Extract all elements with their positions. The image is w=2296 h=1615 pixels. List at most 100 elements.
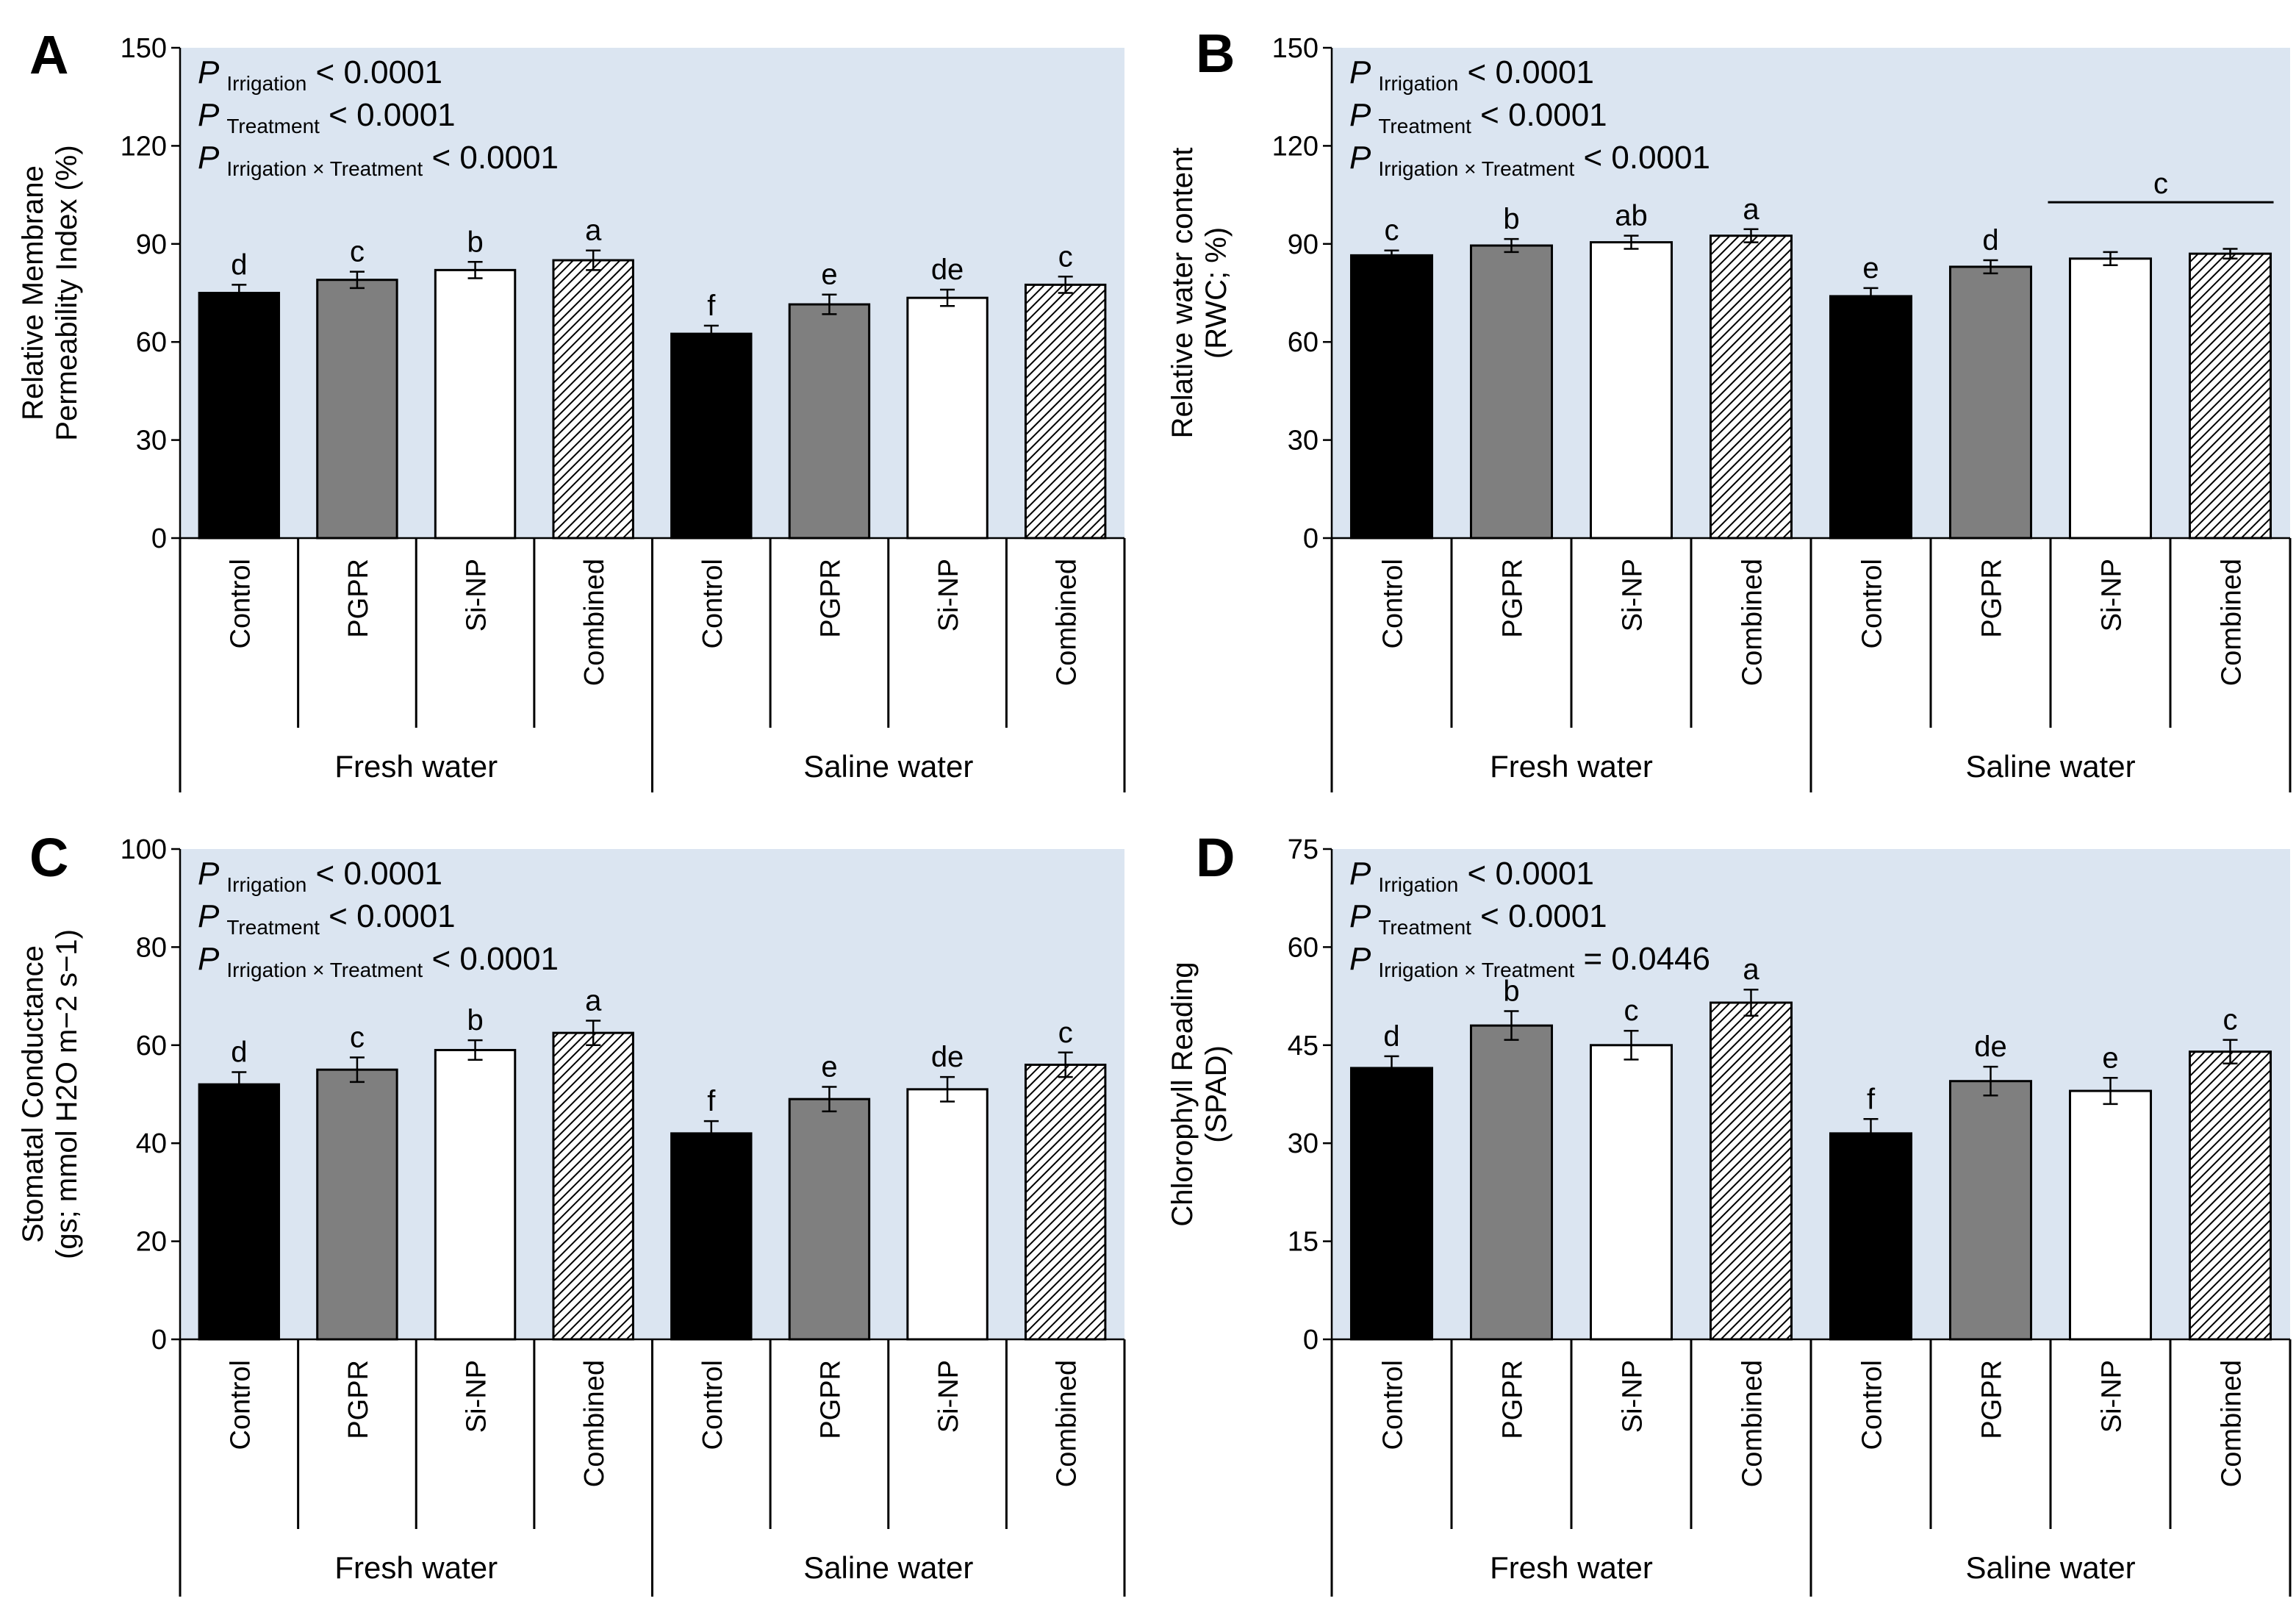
x-category-label: Si-NP xyxy=(2097,1360,2128,1433)
x-category-label: PGPR xyxy=(1977,559,2008,638)
y-tick-label: 120 xyxy=(121,131,167,162)
x-category-label: Control xyxy=(1857,1360,1888,1450)
y-tick-label: 30 xyxy=(136,426,167,456)
y-tick-label: 0 xyxy=(1303,523,1319,554)
bar xyxy=(316,1068,398,1341)
x-category-label: Si-NP xyxy=(462,1360,492,1433)
significance-letter: e xyxy=(2102,1042,2118,1074)
bar xyxy=(198,1083,281,1341)
group-label: Fresh water xyxy=(334,1550,498,1585)
y-tick-label: 0 xyxy=(151,1325,167,1356)
bar xyxy=(1349,254,1434,540)
bar xyxy=(2188,1050,2272,1341)
significance-letter: b xyxy=(467,1004,483,1036)
x-category-label: Si-NP xyxy=(933,1360,964,1433)
bar xyxy=(1349,1067,1434,1341)
y-tick-label: 75 xyxy=(1288,834,1319,865)
y-tick-label: 90 xyxy=(1288,229,1319,260)
significance-letter: c xyxy=(2153,168,2168,200)
x-category-label: Si-NP xyxy=(2097,559,2128,631)
group-label: Saline water xyxy=(803,1550,973,1585)
y-tick-label: 20 xyxy=(136,1227,167,1258)
bar xyxy=(1024,1063,1107,1341)
significance-letter: a xyxy=(1743,193,1759,226)
stats-annotation: P Irrigation × Treatment < 0.0001 xyxy=(1349,140,1710,180)
stats-annotation: P Treatment < 0.0001 xyxy=(1349,898,1607,939)
x-category-label: PGPR xyxy=(1977,1360,2008,1439)
significance-letter: e xyxy=(821,259,837,291)
y-axis-title-line2: (gs; mmol H2O m−2 s−1) xyxy=(51,929,83,1259)
y-axis-title-line1: Stomatal Conductance xyxy=(17,945,49,1243)
x-category-label: Si-NP xyxy=(462,559,492,631)
bar xyxy=(1469,244,1554,540)
y-tick-label: 0 xyxy=(151,523,167,554)
significance-letter: b xyxy=(1503,203,1519,235)
y-axis-title-line2: Permeability Index (%) xyxy=(51,145,83,440)
bar xyxy=(2068,1089,2153,1341)
significance-letter: d xyxy=(1982,224,1998,257)
bar xyxy=(1589,1044,1673,1341)
bar xyxy=(1829,295,1913,540)
x-category-label: Control xyxy=(1857,559,1888,649)
y-tick-label: 60 xyxy=(136,1031,167,1061)
bar xyxy=(552,1031,634,1341)
significance-letter: f xyxy=(707,290,716,322)
group-label: Fresh water xyxy=(1490,1550,1653,1585)
significance-letter: a xyxy=(585,984,602,1017)
chart-panel-d: 0 15 30 45 60 75 d Control b PGPR c Si-NP a Combined f… xyxy=(1166,827,2292,1597)
significance-letter: f xyxy=(707,1085,716,1117)
group-label: Saline water xyxy=(1965,1550,2135,1585)
x-category-label: Combined xyxy=(579,1360,610,1487)
y-tick-label: 80 xyxy=(136,932,167,963)
significance-letter: d xyxy=(231,1036,247,1068)
significance-letter: de xyxy=(931,254,964,286)
significance-letter: c xyxy=(1058,1017,1073,1049)
x-category-label: PGPR xyxy=(1498,559,1529,638)
significance-letter: a xyxy=(1743,953,1759,986)
significance-letter: e xyxy=(1862,252,1879,284)
x-category-label: Control xyxy=(697,1360,728,1450)
bar xyxy=(1829,1132,1913,1341)
x-category-label: PGPR xyxy=(343,1360,374,1439)
chart-panel-b: 0 30 60 90 120 150 c Control b PGPR ab Si-NP a Combin… xyxy=(1166,23,2292,792)
x-category-label: PGPR xyxy=(1498,1360,1529,1439)
chart-panel-c: 0 20 40 60 80 100 d Control c PGPR b Si-NP a Combined… xyxy=(17,827,1126,1597)
x-category-label: Control xyxy=(225,1360,256,1450)
bar xyxy=(906,296,989,540)
y-tick-label: 120 xyxy=(1272,131,1319,162)
stats-annotation: P Irrigation × Treatment < 0.0001 xyxy=(198,941,559,981)
bar xyxy=(788,1097,871,1341)
significance-letter: c xyxy=(350,236,365,268)
bar xyxy=(198,292,281,540)
y-tick-label: 150 xyxy=(121,33,167,64)
y-tick-label: 30 xyxy=(1288,426,1319,456)
y-tick-label: 100 xyxy=(121,834,167,865)
group-label: Saline water xyxy=(803,749,973,784)
x-category-label: Si-NP xyxy=(933,559,964,631)
bar xyxy=(2068,257,2153,540)
x-category-label: Control xyxy=(1378,559,1409,649)
stats-annotation: P Irrigation × Treatment < 0.0001 xyxy=(198,140,559,180)
significance-letter: b xyxy=(1503,975,1519,1008)
x-category-label: Control xyxy=(1378,1360,1409,1450)
panel-label: C xyxy=(29,827,68,888)
y-axis-title-line1: Relative Membrane xyxy=(17,165,49,420)
significance-letter: de xyxy=(1974,1031,2007,1063)
bar xyxy=(434,268,517,540)
x-category-label: Combined xyxy=(2217,1360,2247,1487)
group-label: Saline water xyxy=(1965,749,2135,784)
bar xyxy=(552,259,634,540)
x-category-label: Combined xyxy=(1737,559,1768,686)
panel-label: A xyxy=(29,24,68,85)
x-category-label: PGPR xyxy=(815,559,846,638)
significance-letter: c xyxy=(1058,240,1073,273)
y-axis-title-line2: (RWC; %) xyxy=(1200,227,1233,359)
bar xyxy=(1709,1001,1793,1341)
bar xyxy=(670,332,753,540)
y-tick-label: 150 xyxy=(1272,33,1319,64)
stats-annotation: P Irrigation < 0.0001 xyxy=(1349,54,1594,95)
x-category-label: Control xyxy=(225,559,256,649)
stats-annotation: P Treatment < 0.0001 xyxy=(198,97,456,137)
bar xyxy=(670,1132,753,1341)
